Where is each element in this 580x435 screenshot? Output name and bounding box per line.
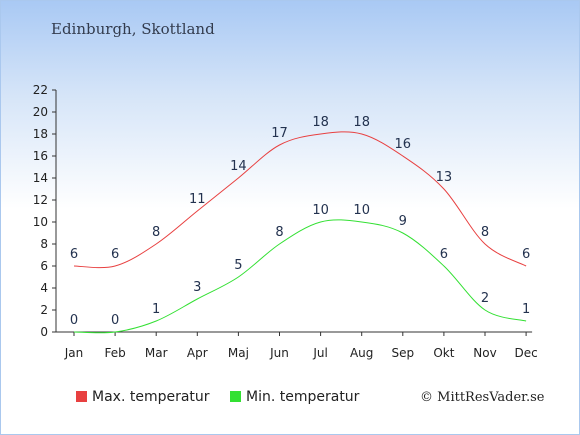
data-label: 0 (70, 313, 78, 328)
y-tick-label: 16 (33, 149, 48, 163)
x-tick-label: Sep (391, 346, 414, 360)
credit-text: © MittResVader.se (420, 390, 545, 405)
legend-item-min: Min. temperatur (230, 389, 359, 405)
data-label: 11 (189, 192, 206, 207)
y-tick-label: 0 (40, 325, 48, 339)
y-tick-label: 8 (40, 237, 48, 251)
y-tick-label: 12 (33, 193, 48, 207)
legend-label-min: Min. temperatur (246, 389, 360, 405)
data-label: 8 (481, 225, 489, 240)
legend-swatch-min (230, 391, 241, 402)
series-lines (73, 131, 527, 334)
data-label: 5 (234, 258, 242, 273)
data-label: 10 (353, 203, 370, 218)
x-tick-label: Okt (433, 346, 454, 360)
data-label: 18 (353, 115, 370, 130)
series-line-max (73, 131, 527, 269)
data-label: 1 (522, 302, 530, 317)
y-tick-label: 2 (40, 303, 48, 317)
data-label: 8 (275, 225, 283, 240)
legend-label-max: Max. temperatur (92, 389, 210, 405)
x-tick-label: Nov (473, 346, 496, 360)
data-label: 13 (436, 170, 453, 185)
data-label: 1 (152, 302, 160, 317)
x-tick-label: Jun (269, 346, 289, 360)
y-tick-label: 14 (33, 171, 48, 185)
legend-item-max: Max. temperatur (76, 389, 210, 405)
y-tick-label: 6 (40, 259, 48, 273)
x-tick-label: Apr (187, 346, 208, 360)
data-label: 6 (70, 247, 78, 262)
x-tick-label: Feb (104, 346, 125, 360)
chart-title: Edinburgh, Skottland (51, 20, 215, 38)
data-label: 8 (152, 225, 160, 240)
data-label: 10 (312, 203, 329, 218)
series-line-min (73, 219, 527, 334)
data-label: 16 (395, 137, 412, 152)
x-tick-label: Maj (228, 346, 249, 360)
x-tick-label: Dec (514, 346, 537, 360)
y-tick-label: 18 (33, 127, 48, 141)
legend-swatch-max (76, 391, 87, 402)
data-label: 6 (522, 247, 530, 262)
y-tick-label: 22 (33, 83, 48, 97)
data-label: 0 (111, 313, 119, 328)
y-tick-label: 10 (33, 215, 48, 229)
x-tick-label: Jul (312, 346, 327, 360)
y-tick-label: 4 (40, 281, 48, 295)
data-label: 9 (399, 214, 407, 229)
data-label: 18 (312, 115, 329, 130)
data-label: 6 (440, 247, 448, 262)
y-tick-label: 20 (33, 105, 48, 119)
data-label: 6 (111, 247, 119, 262)
x-tick-label: Jan (64, 346, 84, 360)
data-label: 14 (230, 159, 247, 174)
x-tick-label: Mar (145, 346, 168, 360)
data-label: 17 (271, 126, 288, 141)
data-label: 3 (193, 280, 201, 295)
x-tick-label: Aug (350, 346, 373, 360)
data-label: 2 (481, 291, 489, 306)
